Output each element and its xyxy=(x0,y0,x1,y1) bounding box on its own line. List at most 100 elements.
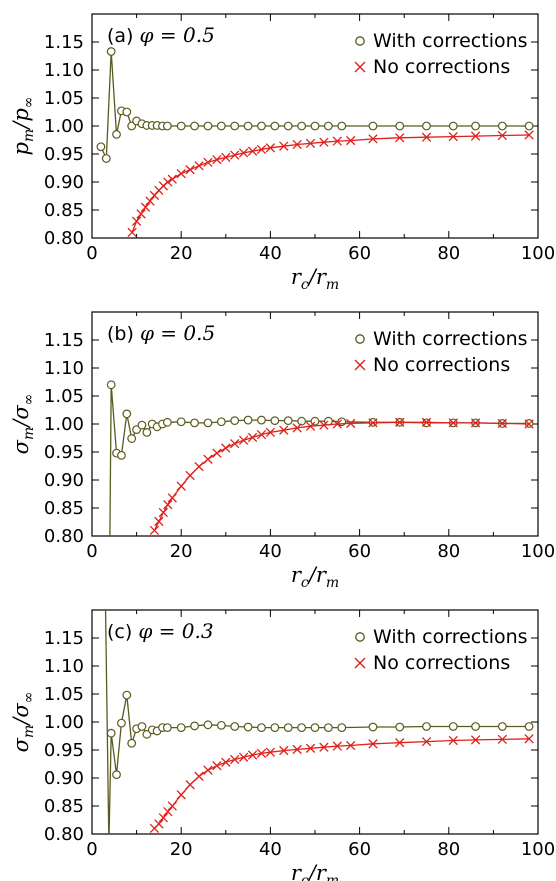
data-point-no-corrections xyxy=(238,435,249,445)
data-point-with-corrections xyxy=(422,722,431,731)
legend: With corrections No corrections xyxy=(354,30,528,78)
data-point-with-corrections xyxy=(283,121,293,131)
data-point-no-corrections xyxy=(131,216,142,226)
data-point-no-corrections xyxy=(163,177,173,187)
data-point-with-corrections xyxy=(524,722,534,731)
data-point-with-corrections xyxy=(162,723,172,732)
y-tick-label: 1.15 xyxy=(44,330,84,351)
data-point-with-corrections xyxy=(368,121,378,131)
data-point-no-corrections xyxy=(305,138,316,149)
data-point-no-corrections xyxy=(212,154,222,165)
x-tick-label: 40 xyxy=(259,541,282,562)
y-tick-label: 0.85 xyxy=(44,498,84,519)
data-point-with-corrections xyxy=(137,722,147,731)
data-point-no-corrections xyxy=(230,754,240,765)
data-point-with-corrections xyxy=(323,121,333,131)
data-point-with-corrections xyxy=(448,121,458,131)
panel-c: 0 20 40 60 80 100 0.80 0.85 0.90 0.95 1.00 1.05 1.10… xyxy=(9,609,555,881)
data-point-no-corrections xyxy=(163,499,173,510)
data-point-with-corrections xyxy=(230,722,240,731)
legend-label: With corrections xyxy=(373,626,528,648)
data-point-no-corrections xyxy=(524,419,534,429)
data-point-no-corrections xyxy=(221,757,231,767)
data-point-with-corrections xyxy=(297,121,307,131)
data-point-no-corrections xyxy=(145,196,155,206)
x-axis-label: rc/rm xyxy=(291,861,339,881)
data-point-with-corrections xyxy=(162,121,172,131)
data-point-with-corrections xyxy=(471,121,480,131)
legend-marker-with-corrections xyxy=(355,36,365,46)
data-point-no-corrections xyxy=(524,734,534,744)
data-point-with-corrections xyxy=(203,720,213,730)
data-point-with-corrections xyxy=(337,121,347,131)
y-axis-label-text: pm/p∞ xyxy=(9,97,37,156)
data-point-no-corrections xyxy=(368,134,378,144)
panel-a: 0 20 40 60 80 100 0.80 0.85 0.90 0.95 1.00 1.05 1.10… xyxy=(9,13,555,293)
data-point-no-corrections xyxy=(154,819,164,829)
data-point-no-corrections xyxy=(319,742,329,752)
data-point-with-corrections xyxy=(122,690,132,700)
data-point-with-corrections xyxy=(243,121,253,131)
data-point-with-corrections xyxy=(203,121,213,131)
data-point-with-corrections xyxy=(176,121,186,131)
data-point-with-corrections xyxy=(270,416,280,426)
data-point-with-corrections xyxy=(190,418,199,428)
data-point-with-corrections xyxy=(216,417,226,427)
data-point-with-corrections xyxy=(270,723,280,732)
x-tick-label: 60 xyxy=(348,839,371,860)
data-point-with-corrections xyxy=(297,723,307,732)
data-point-no-corrections xyxy=(185,780,195,790)
legend-marker-with-corrections xyxy=(355,632,365,642)
data-point-no-corrections xyxy=(346,135,356,146)
series-line-with-corrections xyxy=(100,51,530,159)
data-point-no-corrections xyxy=(319,420,329,430)
data-point-no-corrections xyxy=(421,132,432,142)
data-point-with-corrections xyxy=(422,121,431,131)
data-point-with-corrections xyxy=(122,409,132,419)
panel-tag: (b) φ = 0.5 xyxy=(107,321,215,345)
data-point-no-corrections xyxy=(158,813,169,823)
legend: With corrections No corrections xyxy=(354,626,528,674)
data-point-no-corrections xyxy=(448,418,458,428)
data-point-no-corrections xyxy=(319,137,329,147)
x-tick-label: 0 xyxy=(86,839,97,860)
data-point-no-corrections xyxy=(176,481,186,491)
legend: With corrections No corrections xyxy=(354,328,528,376)
data-point-with-corrections xyxy=(323,723,333,732)
data-point-no-corrections xyxy=(470,131,481,141)
data-point-no-corrections xyxy=(497,418,507,429)
legend-label: With corrections xyxy=(373,328,528,350)
panel-title: (a) φ = 0.5 xyxy=(107,23,215,47)
data-point-no-corrections xyxy=(176,790,186,800)
data-point-no-corrections xyxy=(421,736,432,747)
series-line-no-corrections xyxy=(131,134,530,233)
data-point-with-corrections xyxy=(112,770,121,780)
data-point-with-corrections xyxy=(176,723,186,732)
data-point-no-corrections xyxy=(332,741,342,751)
data-point-with-corrections xyxy=(368,722,378,732)
data-point-with-corrections xyxy=(497,121,507,131)
data-point-no-corrections xyxy=(292,744,302,755)
y-tick-label: 1.00 xyxy=(44,116,84,137)
data-point-with-corrections xyxy=(162,417,172,427)
data-point-no-corrections xyxy=(265,747,276,757)
data-point-no-corrections xyxy=(203,157,213,168)
x-tick-label: 100 xyxy=(521,243,555,264)
data-point-no-corrections xyxy=(230,438,240,449)
data-point-no-corrections xyxy=(194,161,204,171)
data-point-no-corrections xyxy=(167,174,177,184)
data-point-no-corrections xyxy=(256,429,267,440)
y-tick-label: 0.90 xyxy=(44,768,84,789)
data-point-no-corrections xyxy=(247,750,258,760)
legend-label: With corrections xyxy=(373,30,528,52)
data-point-with-corrections xyxy=(230,121,240,131)
data-point-with-corrections xyxy=(117,718,126,728)
data-point-no-corrections xyxy=(149,525,160,536)
y-tick-label: 0.85 xyxy=(44,200,84,221)
data-point-no-corrections xyxy=(127,227,137,238)
x-tick-label: 80 xyxy=(437,839,460,860)
legend-label: No corrections xyxy=(373,354,510,376)
data-point-no-corrections xyxy=(247,432,258,443)
data-point-no-corrections xyxy=(221,443,231,453)
